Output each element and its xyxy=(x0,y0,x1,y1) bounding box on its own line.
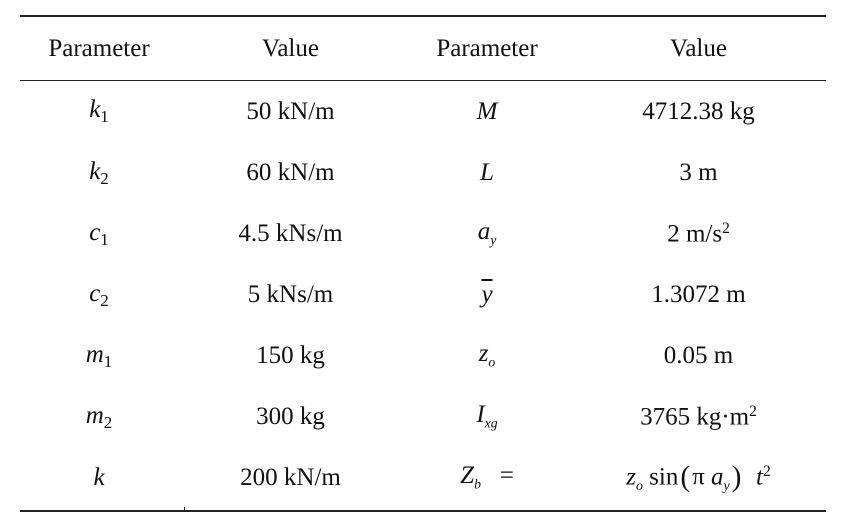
parameter-symbol: zo xyxy=(403,325,571,386)
symbol-subscript: 2 xyxy=(100,168,109,188)
symbol-base: m xyxy=(85,340,104,368)
parameter-symbol: Zb = xyxy=(403,447,571,508)
parameter-value-formula: zo sin(π ay) t2 xyxy=(571,447,826,508)
symbol-base: I xyxy=(476,401,485,429)
parameter-value: 200 kN/m xyxy=(240,464,341,491)
symbol-base: a xyxy=(477,218,491,246)
parameter-value: 50 kN/m xyxy=(246,97,335,125)
parameter-value: 4712.38 kg xyxy=(571,80,826,142)
symbol-base: k xyxy=(93,464,105,491)
symbol-base: Z xyxy=(460,462,475,490)
symbol-subscript: o xyxy=(488,354,496,370)
value-text: 2 m/s xyxy=(667,220,723,248)
table-row: k 200 kN/m Zb = zo sin(π ay) t2 xyxy=(20,447,826,508)
parameter-symbol: c1 xyxy=(20,203,178,264)
value-text: 3 m xyxy=(679,159,718,186)
parameter-symbol: L xyxy=(403,142,571,203)
formula-right-paren: ) xyxy=(731,460,742,493)
header-value-1: Value xyxy=(262,35,319,62)
parameter-symbol: y xyxy=(403,264,571,325)
table-row: c2 5 kNs/m y 1.3072 m xyxy=(20,264,826,325)
formula-sin: sin xyxy=(649,463,679,491)
formula-z-subscript: o xyxy=(636,477,643,493)
symbol-subscript: 1 xyxy=(103,351,113,371)
formula-t-superscript: 2 xyxy=(762,462,771,480)
symbol-subscript: y xyxy=(490,232,497,248)
parameter-value: 4.5 kNs/m xyxy=(238,220,343,247)
table-header-row: Parameter Value Parameter Value xyxy=(20,17,826,80)
formula-a-subscript: y xyxy=(723,477,730,493)
parameter-value: 3765 kg·m2 xyxy=(571,386,826,447)
formula-a: a xyxy=(711,463,724,491)
table-row: k1 50 kN/m M 4712.38 kg xyxy=(20,80,826,142)
table-bottom-rule xyxy=(20,510,826,512)
value-text: 0.05 m xyxy=(663,342,734,369)
table-row: k2 60 kN/m L 3 m xyxy=(20,142,826,203)
parameter-value: 150 kg xyxy=(256,342,325,369)
header-parameter-1: Parameter xyxy=(48,35,150,62)
parameter-value: 60 kN/m xyxy=(246,159,335,186)
parameter-symbol: m2 xyxy=(20,386,178,447)
header-parameter-2: Parameter xyxy=(436,35,538,62)
value-text: 3765 kg·m xyxy=(640,403,750,431)
table-top-rule xyxy=(20,15,826,17)
header-value-2: Value xyxy=(670,35,727,62)
parameter-symbol: c2 xyxy=(20,264,178,325)
parameter-value: 1.3072 m xyxy=(571,264,826,325)
symbol-base: c xyxy=(89,218,101,246)
value-superscript: 2 xyxy=(749,402,757,420)
value-text: 4712.38 kg xyxy=(642,97,755,125)
parameter-value: 3 m xyxy=(571,142,826,203)
table-row: m2 300 kg Ixg 3765 kg·m2 xyxy=(20,386,826,447)
symbol-base: z xyxy=(478,340,489,368)
value-superscript: 2 xyxy=(722,219,730,237)
bottom-rule-tick-mark xyxy=(184,507,185,511)
parameter-symbol: ay xyxy=(403,203,571,264)
parameter-symbol: k xyxy=(20,447,178,508)
symbol-base: c xyxy=(89,279,101,307)
symbol-subscript: xg xyxy=(484,415,498,431)
value-text: 1.3072 m xyxy=(651,281,746,308)
formula-t: t xyxy=(755,463,763,491)
table-row: c1 4.5 kNs/m ay 2 m/s2 xyxy=(20,203,826,264)
parameter-symbol: m1 xyxy=(20,325,178,386)
parameter-value: 2 m/s2 xyxy=(571,203,826,264)
table-row: m1 150 kg zo 0.05 m xyxy=(20,325,826,386)
symbol-base: k xyxy=(89,157,101,185)
formula-left-paren: ( xyxy=(680,460,691,493)
formula-pi: π xyxy=(692,463,705,491)
symbol-subscript: 1 xyxy=(100,229,109,249)
symbol-base: m xyxy=(85,401,104,429)
symbol-base: M xyxy=(476,97,498,125)
symbol-subscript: 2 xyxy=(103,412,113,432)
parameter-symbol: M xyxy=(403,80,571,142)
symbol-base-overline: y xyxy=(481,281,493,308)
symbol-subscript: b xyxy=(474,476,481,492)
symbol-subscript: 1 xyxy=(100,106,109,126)
parameter-value: 0.05 m xyxy=(571,325,826,386)
parameter-value: 300 kg xyxy=(256,403,325,430)
symbol-base: L xyxy=(480,159,494,186)
equals-sign: = xyxy=(499,462,514,490)
parameter-symbol: k1 xyxy=(20,80,178,142)
formula-z: z xyxy=(626,463,637,491)
symbol-base: k xyxy=(89,96,101,124)
parameter-value: 5 kNs/m xyxy=(247,281,334,308)
parameter-symbol: Ixg xyxy=(403,386,571,447)
parameter-table: Parameter Value Parameter Value k1 50 kN… xyxy=(20,17,826,508)
header-bottom-rule xyxy=(20,80,826,81)
parameter-symbol: k2 xyxy=(20,142,178,203)
symbol-subscript: 2 xyxy=(100,290,109,310)
